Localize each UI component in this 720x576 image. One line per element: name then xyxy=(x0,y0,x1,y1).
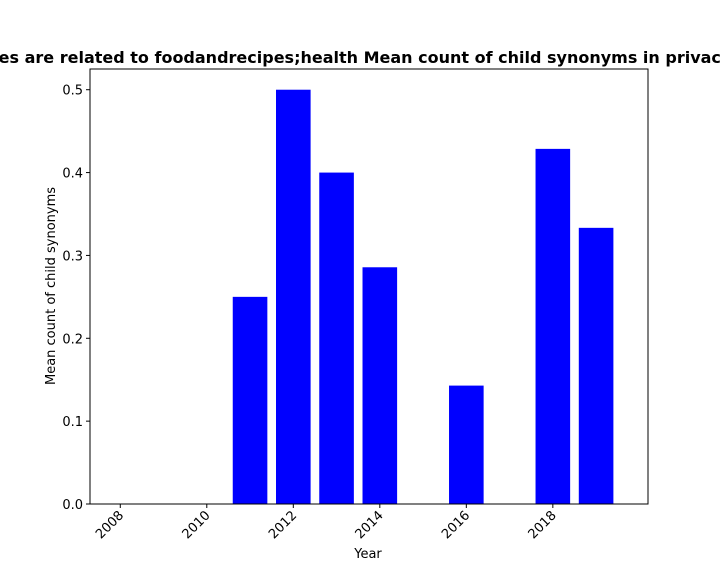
chart-title: es are related to foodandrecipes;health … xyxy=(0,48,720,67)
bar-2019 xyxy=(578,227,614,504)
bar-2018 xyxy=(535,148,571,505)
y-tick-label: 0.4 xyxy=(62,167,83,182)
bar-2013 xyxy=(319,172,354,505)
y-axis-label: Mean count of child synonyms xyxy=(44,187,59,385)
y-tick-label: 0.5 xyxy=(62,84,83,99)
bar-2011 xyxy=(232,296,268,504)
x-tick-label: 2014 xyxy=(353,508,387,542)
y-tick-label: 0.1 xyxy=(62,415,83,430)
bar-2014 xyxy=(362,267,398,504)
x-axis-label: Year xyxy=(353,547,382,562)
x-tick-label: 2016 xyxy=(439,508,473,542)
bars-group xyxy=(232,89,614,505)
x-tick-label: 2018 xyxy=(526,508,560,542)
x-tick-label: 2010 xyxy=(180,508,214,542)
y-tick-label: 0.0 xyxy=(62,498,83,513)
bar-2012 xyxy=(276,89,311,504)
y-tick-label: 0.3 xyxy=(62,249,83,264)
plot-frame xyxy=(89,68,649,505)
x-tick-label: 2008 xyxy=(93,508,127,542)
bar-2016 xyxy=(449,385,484,504)
x-tick-label: 2012 xyxy=(266,508,300,542)
y-axis-ticks: 0.0 0.1 0.2 0.3 0.4 0.5 xyxy=(62,84,90,513)
y-tick-label: 0.2 xyxy=(62,332,83,347)
x-axis-ticks: 2008 2010 2012 2014 2016 2018 xyxy=(93,504,560,542)
